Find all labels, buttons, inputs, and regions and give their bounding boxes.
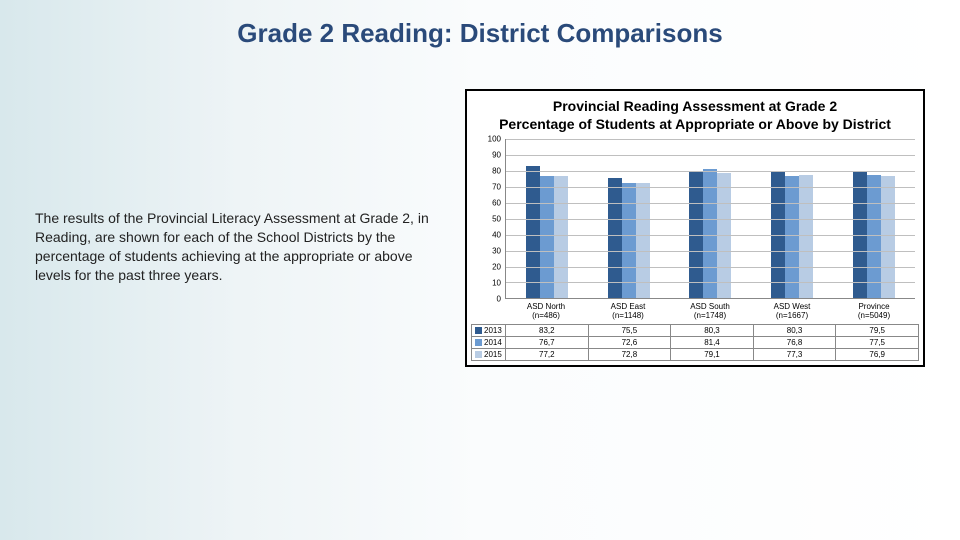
grid-line <box>506 155 915 156</box>
table-cell: 83,2 <box>506 324 589 336</box>
grid-line <box>506 203 915 204</box>
grid-line <box>506 171 915 172</box>
y-tick: 90 <box>492 151 501 160</box>
table-row: 201383,275,580,380,379,5 <box>472 324 919 336</box>
legend-swatch <box>475 351 482 358</box>
bar <box>785 176 799 298</box>
x-axis-label: ASD North(n=486) <box>505 303 587 321</box>
content-row: The results of the Provincial Literacy A… <box>0 89 960 367</box>
grid-line <box>506 267 915 268</box>
table-cell: 79,5 <box>836 324 919 336</box>
x-axis-label: ASD East(n=1148) <box>587 303 669 321</box>
bar <box>867 175 881 298</box>
y-tick: 100 <box>488 135 501 144</box>
x-axis-label: ASD South(n=1748) <box>669 303 751 321</box>
table-cell: 75,5 <box>588 324 671 336</box>
description-text: The results of the Provincial Literacy A… <box>35 209 465 367</box>
table-cell: 80,3 <box>671 324 754 336</box>
table-cell: 76,7 <box>506 336 589 348</box>
table-cell: 80,3 <box>753 324 836 336</box>
y-tick: 30 <box>492 247 501 256</box>
plot <box>505 139 915 299</box>
x-axis-labels: ASD North(n=486)ASD East(n=1148)ASD Sout… <box>505 303 915 321</box>
chart-data-table: 201383,275,580,380,379,5201476,772,681,4… <box>471 324 919 361</box>
y-tick: 40 <box>492 231 501 240</box>
y-axis: 0102030405060708090100 <box>475 139 503 299</box>
grid-line <box>506 139 915 140</box>
legend-swatch <box>475 327 482 334</box>
y-tick: 80 <box>492 167 501 176</box>
chart-title-line2: Percentage of Students at Appropriate or… <box>499 116 891 132</box>
y-tick: 50 <box>492 215 501 224</box>
bar <box>554 176 568 299</box>
bar <box>799 175 813 298</box>
table-cell: 81,4 <box>671 336 754 348</box>
table-row: 201577,272,879,177,376,9 <box>472 348 919 360</box>
table-cell: 79,1 <box>671 348 754 360</box>
y-tick: 0 <box>497 295 501 304</box>
grid-line <box>506 235 915 236</box>
table-cell: 72,6 <box>588 336 671 348</box>
bar <box>526 166 540 298</box>
chart-container: Provincial Reading Assessment at Grade 2… <box>465 89 925 367</box>
table-cell: 77,3 <box>753 348 836 360</box>
bar <box>703 169 717 298</box>
legend-swatch <box>475 339 482 346</box>
table-cell: 76,9 <box>836 348 919 360</box>
chart-title-line1: Provincial Reading Assessment at Grade 2 <box>553 98 837 114</box>
table-cell: 77,5 <box>836 336 919 348</box>
y-tick: 10 <box>492 279 501 288</box>
x-axis-label: ASD West(n=1667) <box>751 303 833 321</box>
bar <box>622 183 636 298</box>
table-cell: 72,8 <box>588 348 671 360</box>
y-tick: 70 <box>492 183 501 192</box>
grid-line <box>506 187 915 188</box>
table-cell: 76,8 <box>753 336 836 348</box>
chart-title: Provincial Reading Assessment at Grade 2… <box>467 91 923 139</box>
page-title: Grade 2 Reading: District Comparisons <box>0 0 960 49</box>
bar <box>540 176 554 298</box>
grid-line <box>506 219 915 220</box>
table-row: 201476,772,681,476,877,5 <box>472 336 919 348</box>
bar <box>636 183 650 299</box>
chart-plot-area: 0102030405060708090100 <box>505 139 915 299</box>
y-tick: 60 <box>492 199 501 208</box>
legend-cell: 2015 <box>472 348 506 360</box>
grid-line <box>506 282 915 283</box>
legend-cell: 2014 <box>472 336 506 348</box>
bar <box>608 178 622 298</box>
table-cell: 77,2 <box>506 348 589 360</box>
y-tick: 20 <box>492 263 501 272</box>
grid-line <box>506 251 915 252</box>
x-axis-label: Province(n=5049) <box>833 303 915 321</box>
legend-cell: 2013 <box>472 324 506 336</box>
bar <box>881 176 895 298</box>
